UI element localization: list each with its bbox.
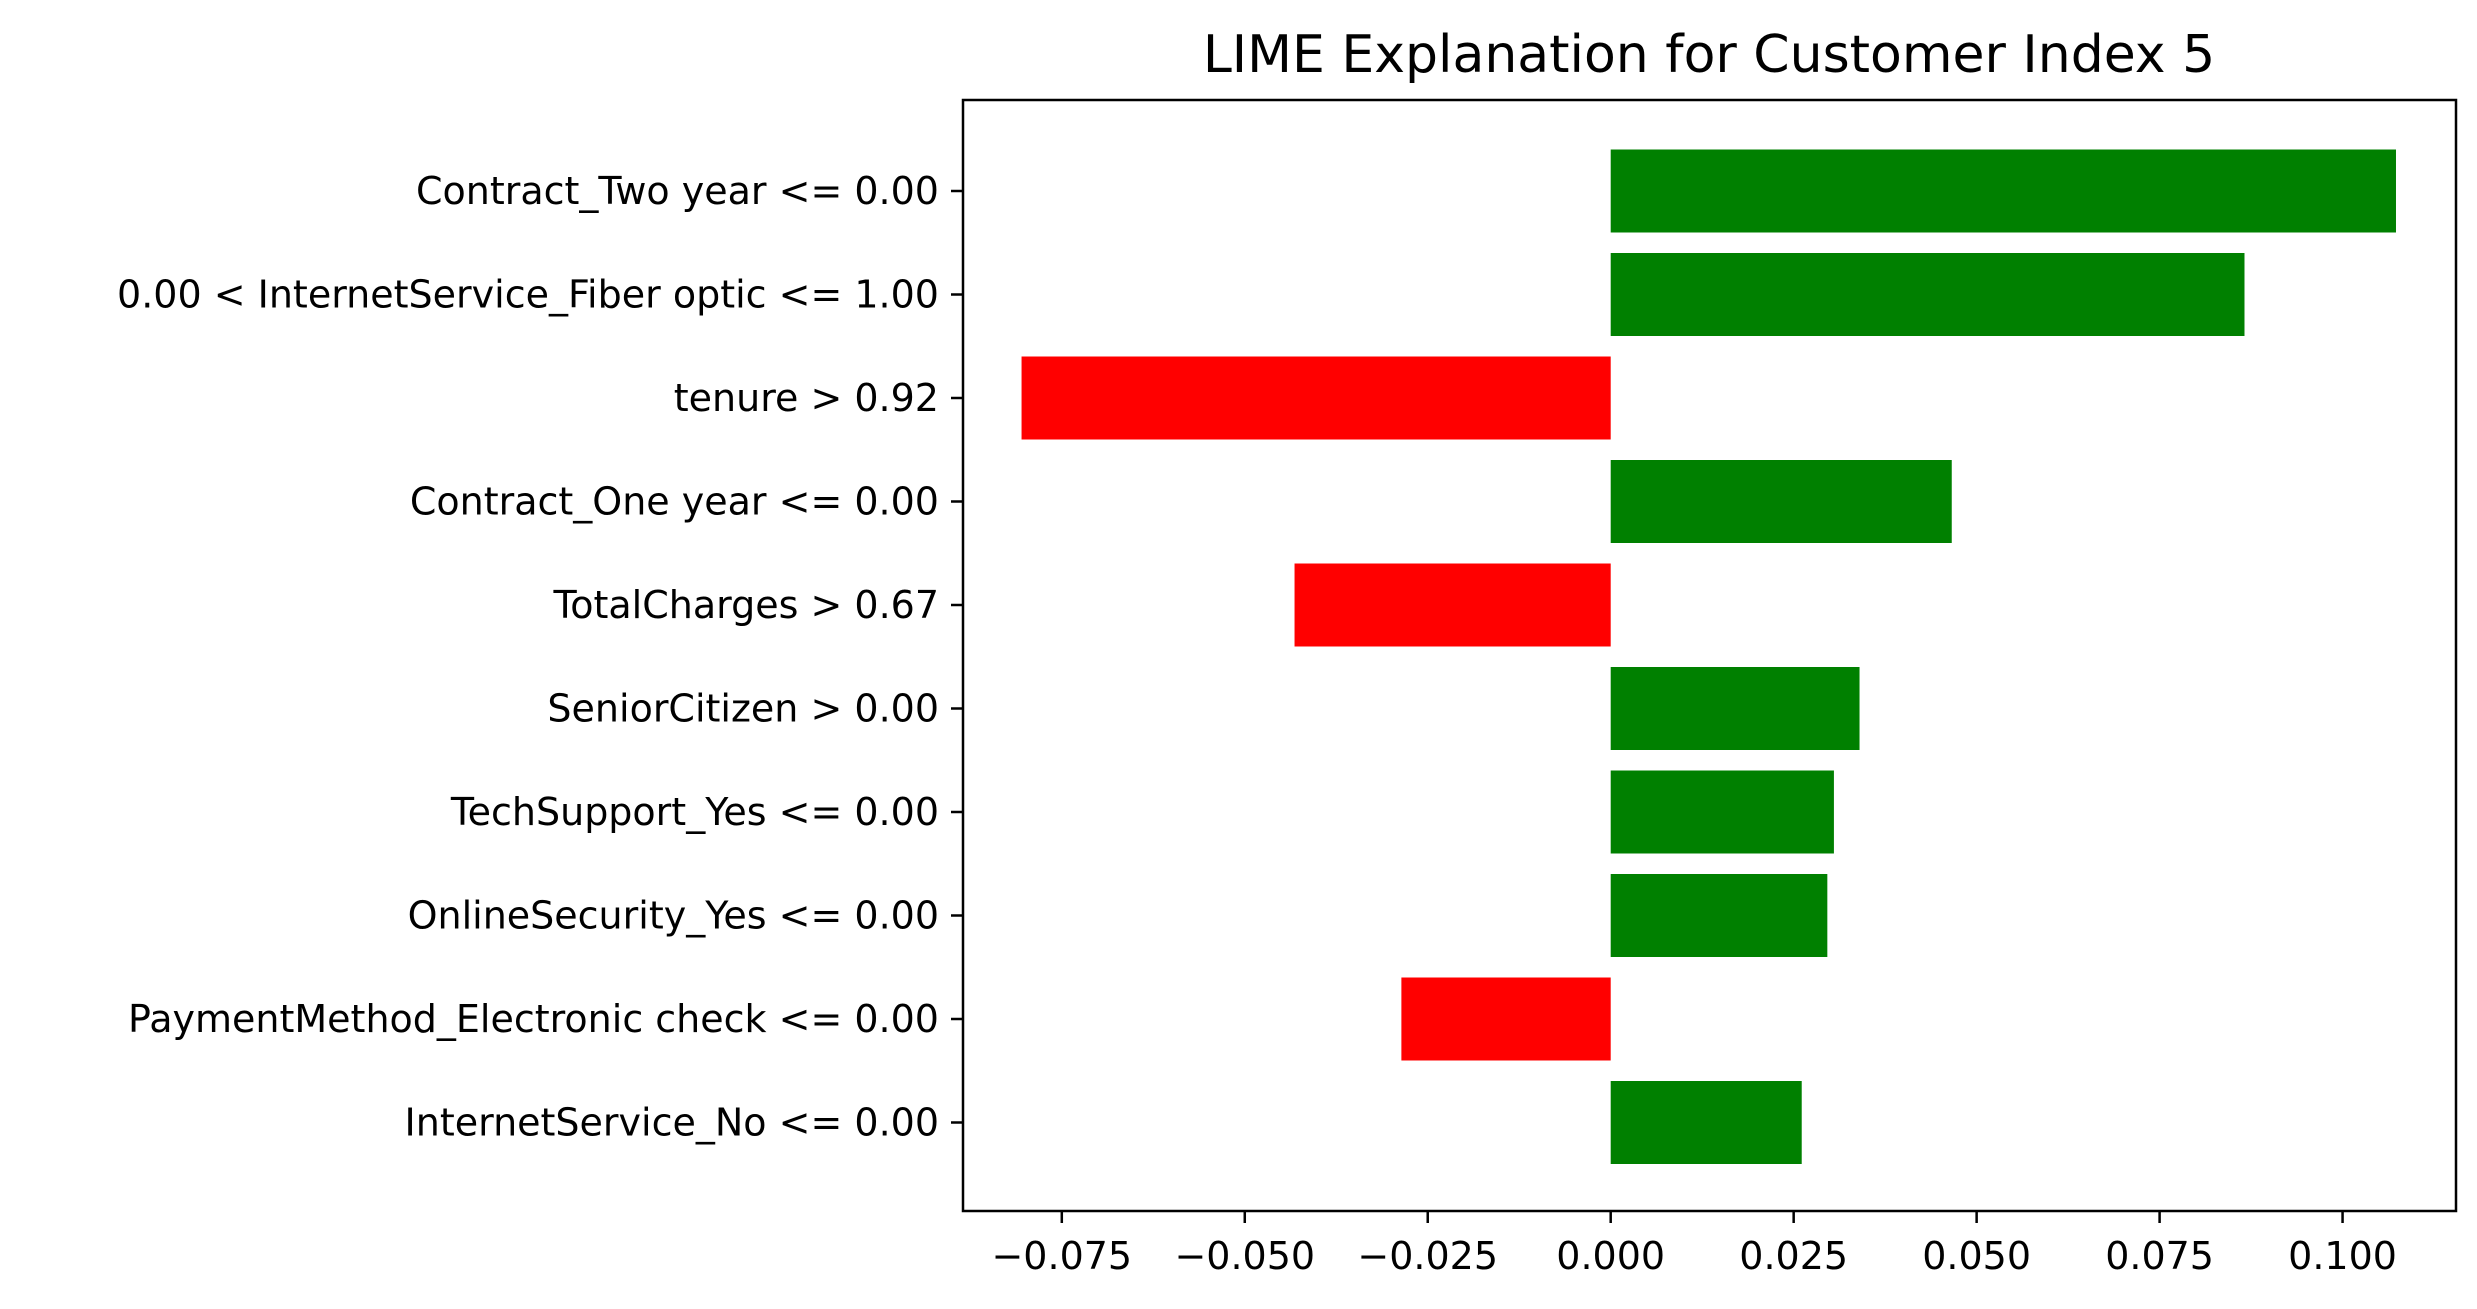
y-tick-label: PaymentMethod_Electronic check <= 0.00	[128, 997, 939, 1041]
y-tick-label: TotalCharges > 0.67	[552, 583, 939, 627]
y-tick-label: tenure > 0.92	[674, 376, 939, 420]
bar-0	[1610, 149, 2396, 233]
y-tick-label: Contract_Two year <= 0.00	[416, 169, 939, 213]
y-tick-label: 0.00 < InternetService_Fiber optic <= 1.…	[117, 273, 939, 317]
x-axis: −0.075 −0.050 −0.025 0.000 0.025 0.050 0.075 0.…	[991, 1211, 2397, 1278]
bar-5	[1610, 667, 1860, 750]
chart-title: LIME Explanation for Customer Index 5	[1203, 25, 2215, 85]
bar-1	[1610, 253, 2245, 336]
x-tick-label: −0.050	[1174, 1234, 1315, 1278]
bars-group	[1021, 149, 2396, 1164]
x-tick-label: 0.000	[1556, 1234, 1665, 1278]
y-tick-label: TechSupport_Yes <= 0.00	[450, 790, 939, 834]
bar-8	[1401, 977, 1611, 1061]
bar-9	[1610, 1081, 1802, 1164]
y-tick-label: InternetService_No <= 0.00	[405, 1101, 939, 1145]
bar-7	[1610, 874, 1828, 957]
plot-frame	[961, 98, 2458, 1213]
bar-3	[1610, 460, 1952, 543]
y-tick-label: SeniorCitizen > 0.00	[547, 687, 939, 731]
x-tick-label: 0.075	[2105, 1234, 2214, 1278]
bar-4	[1294, 563, 1611, 647]
y-tick-label: Contract_One year <= 0.00	[410, 480, 939, 524]
x-tick-label: 0.025	[1739, 1234, 1848, 1278]
y-tick-label: OnlineSecurity_Yes <= 0.00	[408, 894, 939, 938]
x-tick-label: −0.025	[1357, 1234, 1498, 1278]
bar-6	[1610, 770, 1834, 854]
y-axis: Contract_Two year <= 0.00 0.00 < Internet…	[117, 169, 963, 1145]
x-tick-label: 0.100	[2288, 1234, 2397, 1278]
x-tick-label: −0.075	[991, 1234, 1132, 1278]
bar-2	[1021, 356, 1611, 440]
x-tick-label: 0.050	[1922, 1234, 2031, 1278]
